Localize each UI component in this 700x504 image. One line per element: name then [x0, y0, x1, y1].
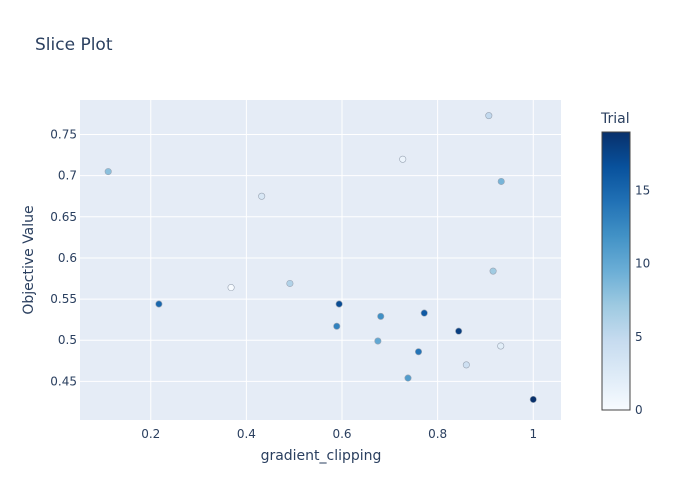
- scatter-point-trial-9: [497, 177, 505, 185]
- scatter-point-trial-3: [258, 192, 266, 200]
- scatter-point-trial-19: [529, 395, 537, 403]
- x-tick-label: 0.2: [141, 427, 160, 441]
- scatter-point-trial-0: [227, 284, 235, 292]
- colorbar-ticks: 0 5 10 15: [635, 184, 650, 417]
- scatter-point-trial-8: [104, 168, 112, 176]
- scatter-point-trial-10: [374, 337, 382, 345]
- colorbar-gradient: [601, 131, 631, 411]
- scatter-point-trial-13: [333, 322, 341, 330]
- scatter-point-trial-18: [455, 327, 463, 335]
- scatter-point-trial-7: [489, 267, 497, 275]
- colorbar-tick-label: 5: [635, 330, 643, 344]
- chart-title: Slice Plot: [35, 35, 113, 55]
- scatter-point-trial-17: [335, 300, 343, 308]
- y-axis-label: Objective Value: [21, 205, 37, 314]
- x-tick-label: 0.6: [332, 427, 351, 441]
- scatter-point-trial-1: [399, 155, 407, 163]
- colorbar-tick-label: 0: [635, 403, 643, 417]
- scatter-point-trial-4: [462, 361, 470, 369]
- scatter-point-trial-2: [497, 342, 505, 350]
- y-tick-label: 0.65: [50, 210, 77, 224]
- scatter-point-trial-11: [404, 374, 412, 382]
- data-points: [104, 112, 537, 403]
- scatter-point-trial-15: [155, 300, 163, 308]
- y-tick-label: 0.45: [50, 374, 77, 388]
- y-tick-label: 0.75: [50, 128, 77, 142]
- scatter-point-trial-14: [415, 348, 423, 356]
- colorbar-title: Trial: [600, 111, 630, 127]
- plot-area: [80, 100, 561, 420]
- scatter-point-trial-16: [420, 309, 428, 317]
- y-tick-label: 0.55: [50, 292, 77, 306]
- colorbar: Trial 0 5 10 15: [600, 111, 650, 417]
- scatter-point-trial-6: [286, 279, 294, 287]
- y-tick-label: 0.5: [58, 333, 77, 347]
- x-tick-label: 0.4: [237, 427, 256, 441]
- y-axis-ticks: 0.45 0.5 0.55 0.6 0.65 0.7 0.75: [50, 128, 77, 389]
- grid-lines: [80, 100, 561, 420]
- y-tick-label: 0.7: [58, 169, 77, 183]
- x-axis-ticks: 0.2 0.4 0.6 0.8 1: [141, 427, 537, 441]
- y-tick-label: 0.6: [58, 251, 77, 265]
- scatter-point-trial-5: [485, 112, 493, 120]
- x-tick-label: 1: [529, 427, 537, 441]
- scatter-point-trial-12: [377, 312, 385, 320]
- colorbar-tick-label: 15: [635, 184, 650, 198]
- colorbar-tick-label: 10: [635, 257, 650, 271]
- x-axis-label: gradient_clipping: [261, 448, 382, 464]
- x-tick-label: 0.8: [428, 427, 447, 441]
